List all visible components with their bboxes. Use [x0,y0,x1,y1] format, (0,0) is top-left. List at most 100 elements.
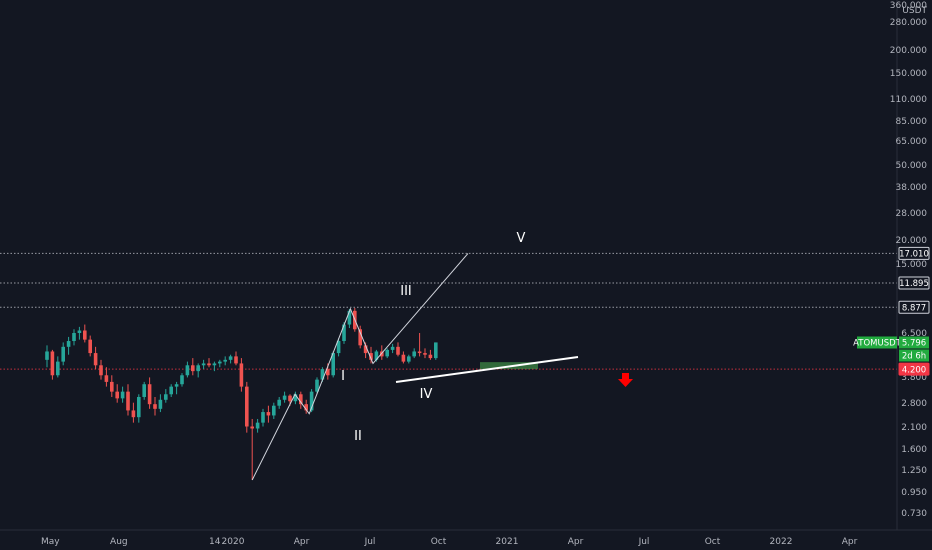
candle-body [99,365,103,376]
candle [304,399,308,414]
candle-body [255,422,260,429]
candle [245,381,249,433]
price-tick-label: 65.000 [896,137,928,147]
candle [385,348,389,359]
candle-body [104,375,109,382]
candle-body [266,412,271,416]
candle-body [228,356,233,360]
candle [61,342,65,366]
candle-body [245,386,249,427]
candle-body [50,351,55,376]
symbol-tag-box [857,336,897,349]
candle [110,375,114,397]
candle-body [336,341,341,354]
candle [153,396,157,416]
candle [66,336,71,355]
candle-body [164,394,168,400]
candle [212,361,217,372]
candle-body [61,346,65,362]
candle [223,356,227,366]
candle [158,394,163,413]
candle-body [56,361,60,376]
price-tick-label: 0.730 [901,509,927,519]
candle-body [93,353,98,366]
candle-body [137,396,141,418]
time-axis[interactable]: May Aug 14 2020 Apr Jul Oct 2021 Apr Jul Oct 2022 Ap… [0,529,932,547]
candle-body [153,404,157,409]
candle [239,358,244,392]
candle [417,333,422,357]
candle-body [180,375,184,385]
candle-body [234,356,238,364]
candle-body [174,384,179,387]
candle [423,348,427,359]
candle [88,335,92,357]
candle [142,381,146,400]
candle [369,346,373,364]
last-price-tag-label: 5.796 [902,339,926,349]
candle-body [110,381,114,392]
candle [261,408,265,427]
candle-body [250,426,254,429]
horizontal-levels [0,252,897,370]
candle-body [201,363,206,366]
candle [407,354,411,364]
candle [93,346,98,370]
candle-body [369,353,373,360]
wave-label-I: I [341,369,345,384]
candle-body [77,330,82,334]
price-tick-label: 50.000 [896,161,928,171]
candle [83,324,87,343]
level-tag-box [898,246,930,260]
candle [56,356,60,378]
candle [185,361,190,378]
candle-body [169,386,173,395]
candle [50,349,55,380]
price-tick-label: 28.000 [896,209,928,219]
candle-body [207,363,211,366]
candle-body [239,363,244,387]
level-tag-box [898,276,930,290]
drawings [480,362,633,387]
candle-body [66,341,71,347]
candle [228,354,233,364]
time-tick-label: Oct [431,537,447,547]
candle-body [358,329,362,346]
level-tag-label: 4.200 [902,365,926,375]
candle-body [363,345,368,354]
price-axis[interactable]: 360.000 280.000 200.000 150.000 110.000 85.00… [890,0,928,530]
candle [99,359,103,380]
wave-label-IV: IV [420,387,433,402]
level-tag-box [898,362,930,376]
candle [201,359,206,370]
candle-body [142,384,146,397]
price-tick-label: 85.000 [896,117,928,127]
price-tick-label: 110.000 [890,95,927,105]
candle-body [223,359,227,362]
candle [174,381,179,395]
candle [272,402,276,419]
time-tick-label: 2022 [770,537,793,547]
candle [396,342,400,357]
candle-body [212,363,217,366]
candle-body [309,391,314,411]
candle [196,363,200,378]
time-tick-label: 2021 [496,537,519,547]
price-tick-label: 3.800 [901,373,927,383]
time-tick-label: Apr [842,537,858,547]
candle-body [304,404,308,411]
wave-path [251,253,469,481]
down-arrow-icon [618,373,633,387]
price-tick-label: 1.600 [901,445,927,455]
candle [77,326,82,340]
candle-body [331,353,335,376]
candle [390,343,395,354]
level-tag-label: 8.877 [902,303,926,313]
candle-body [83,330,87,340]
candle-body [120,391,125,399]
price-tick-label: 280.000 [890,18,927,28]
level-tag-label: 17.010 [899,250,929,260]
candle-body [282,395,287,400]
